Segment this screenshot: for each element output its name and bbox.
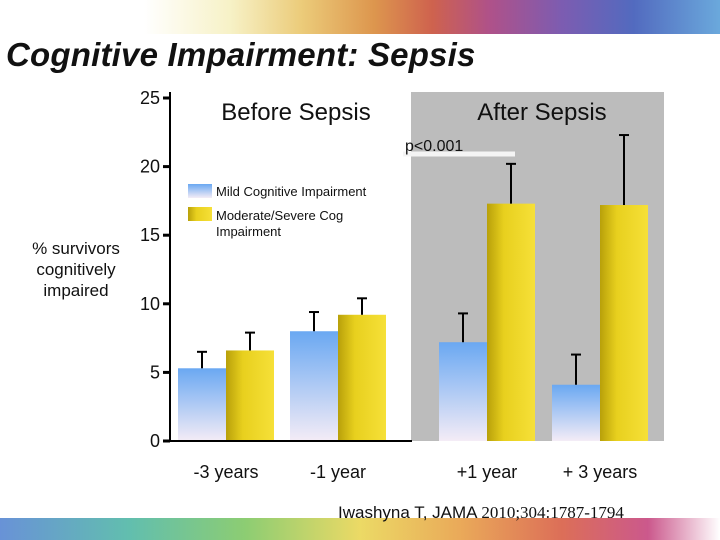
bar-moderate-2 (338, 314, 386, 441)
legend-swatch-mild (188, 184, 212, 198)
citation-authors: Iwashyna T, JAMA (338, 503, 482, 522)
p-value-annotation: p<0.001 (405, 138, 463, 155)
bar-mild-2 (290, 331, 338, 441)
y-tick-label: 0 (150, 431, 160, 451)
x-tick-label: -3 years (193, 462, 258, 482)
bar-moderate-3 (487, 203, 535, 441)
y-tick-label: 10 (140, 294, 160, 314)
y-tick-label: 20 (140, 157, 160, 177)
region-label-after: After Sepsis (477, 99, 606, 126)
bar-moderate-4 (600, 205, 648, 441)
slide-title: Cognitive Impairment: Sepsis (6, 36, 476, 73)
rainbow-bottom-banner (0, 518, 720, 540)
legend-swatch-moderate (188, 207, 212, 221)
rainbow-top-banner (0, 0, 720, 34)
citation: Iwashyna T, JAMA 2010;304:1787-1794 (338, 503, 624, 523)
bar-mild-1 (178, 368, 226, 441)
y-tick-label: 5 (150, 362, 160, 382)
bar-mild-4 (552, 384, 600, 441)
y-axis-label: % survivors cognitively impaired (32, 239, 120, 300)
y-tick-label: 15 (140, 225, 160, 245)
legend-label-mild: Mild Cognitive Impairment (216, 184, 367, 199)
legend-label-moderate: Moderate/Severe Cog Impairment (216, 208, 343, 239)
x-tick-label: + 3 years (563, 462, 638, 482)
y-tick-label: 25 (140, 88, 160, 108)
x-tick-label: +1 year (457, 462, 518, 482)
region-label-before: Before Sepsis (221, 99, 370, 126)
bar-moderate-1 (226, 350, 274, 441)
citation-reference: 2010;304:1787-1794 (481, 503, 624, 522)
bar-mild-3 (439, 342, 487, 441)
x-tick-label: -1 year (310, 462, 366, 482)
